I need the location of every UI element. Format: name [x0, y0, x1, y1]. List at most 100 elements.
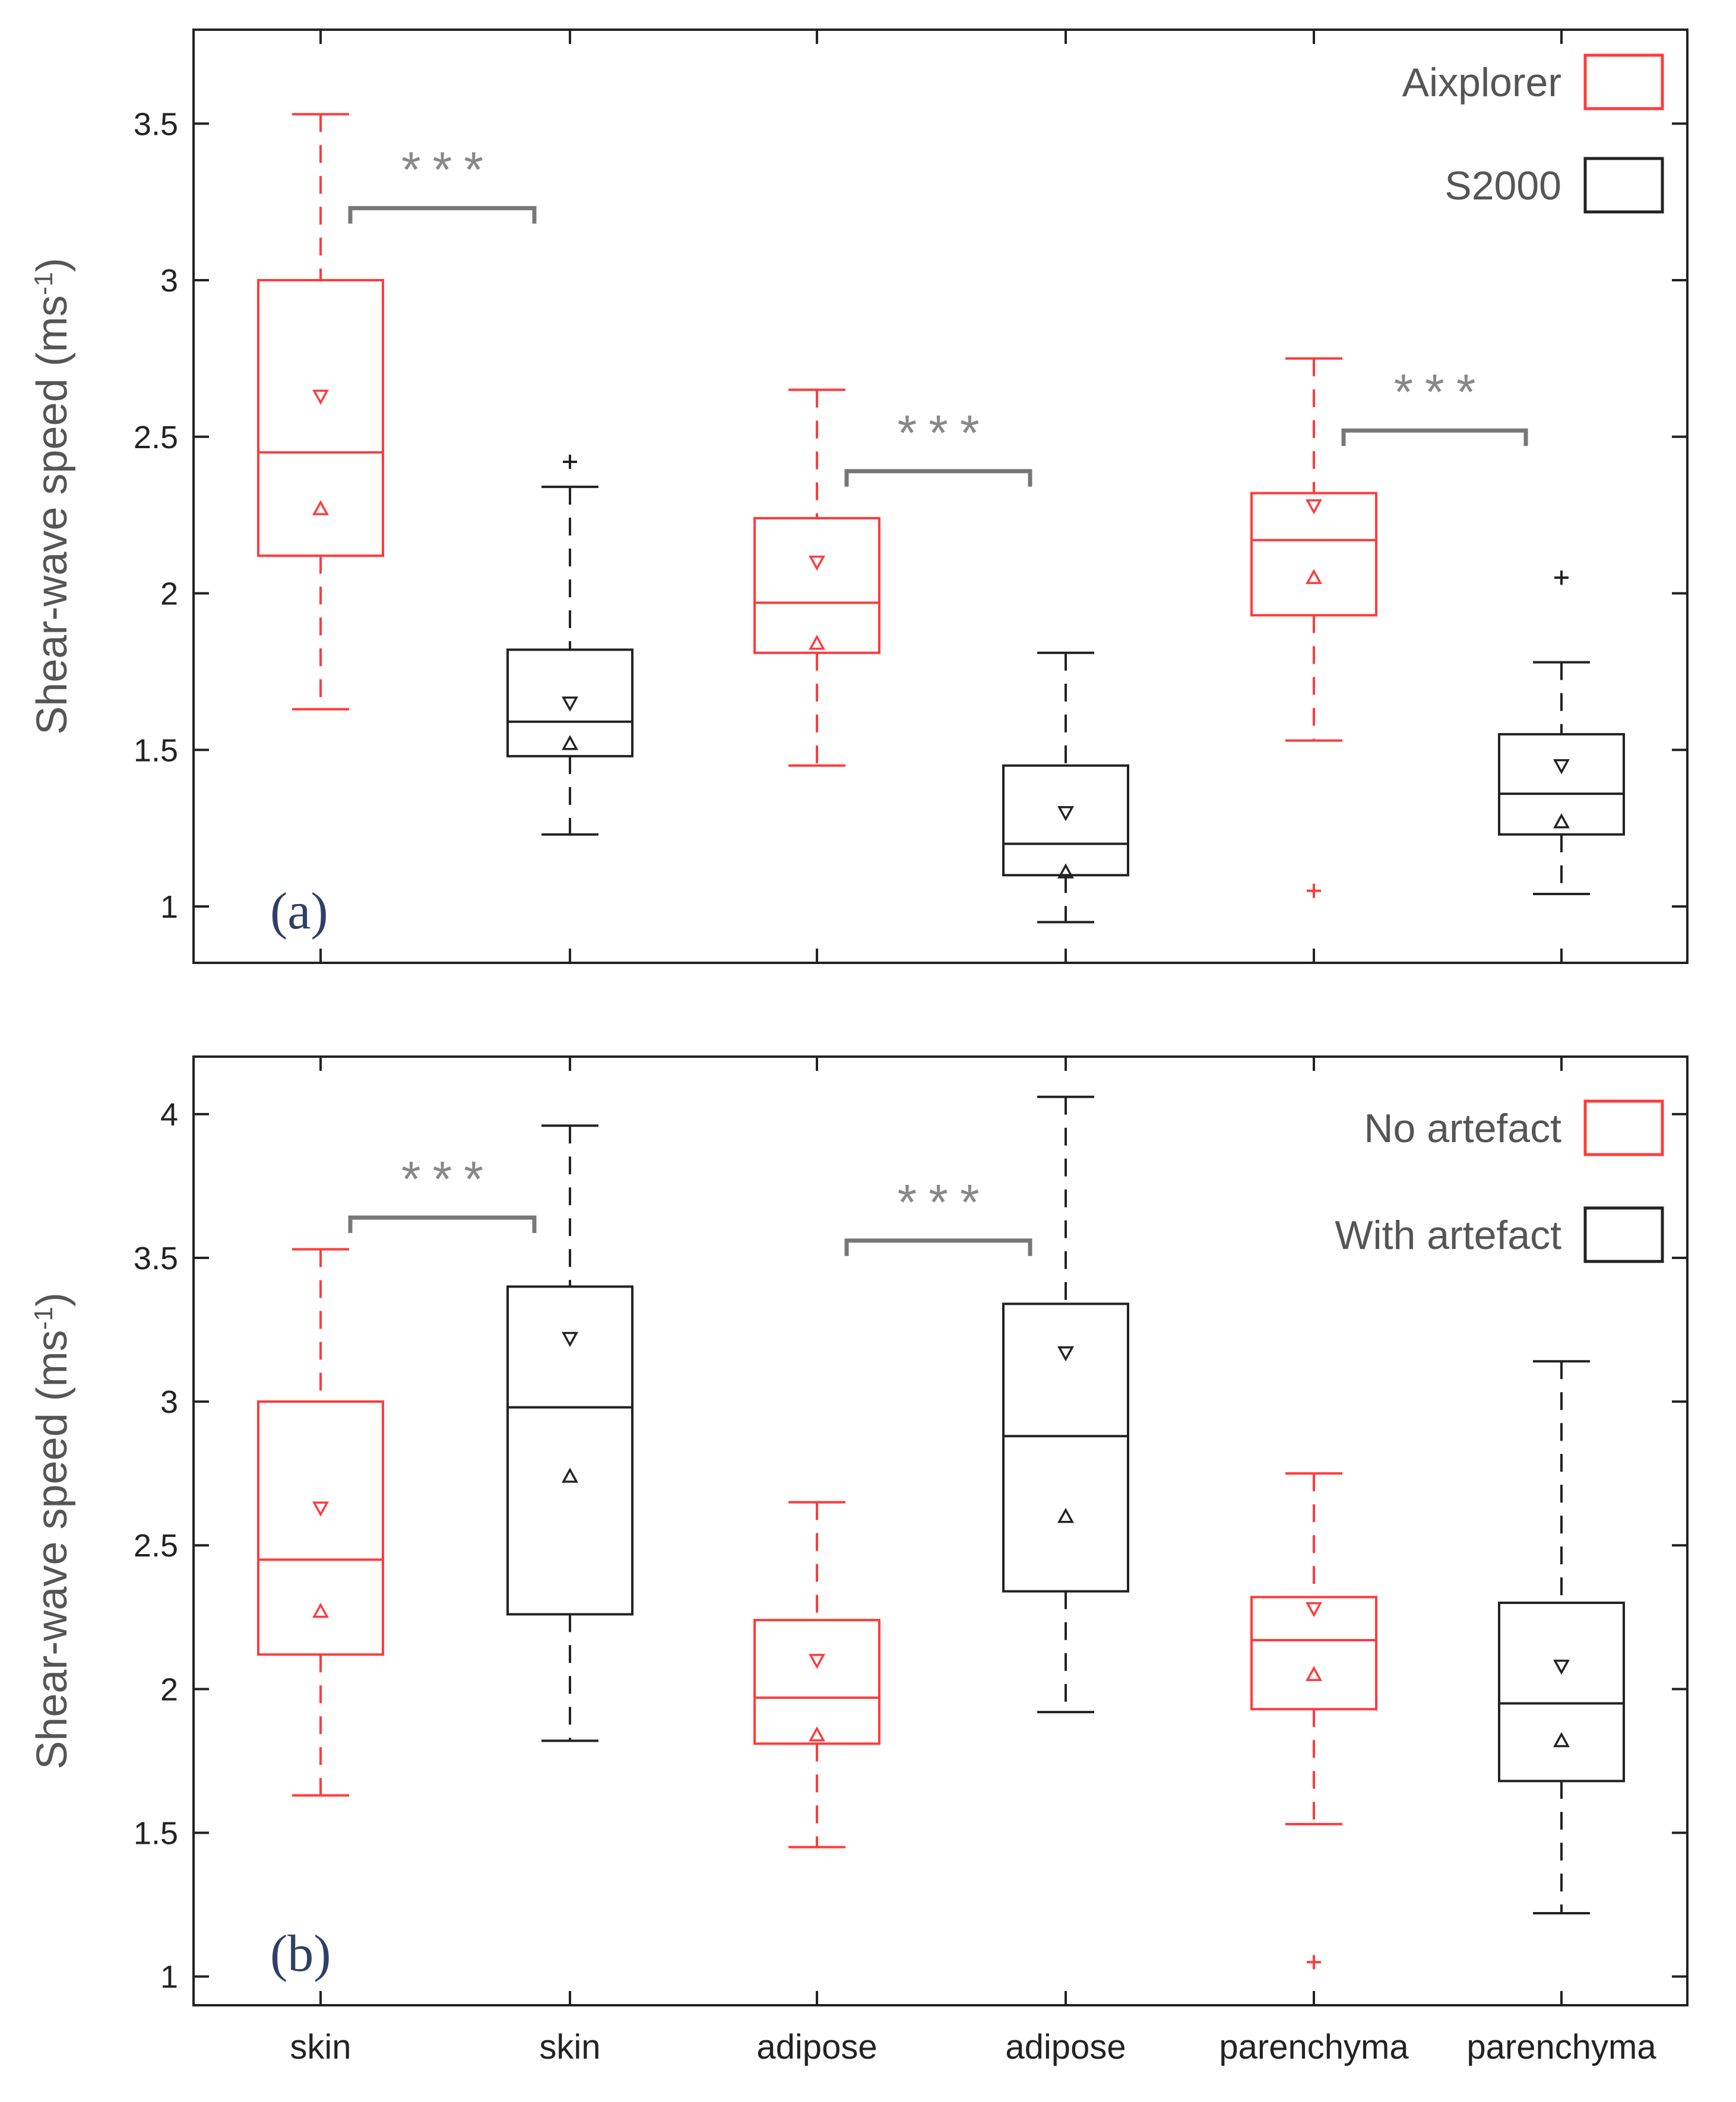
- marker-triangle-down: [312, 389, 329, 405]
- box-parenchyma-red: [1250, 1472, 1377, 1970]
- legend: Aixplorer S2000: [1402, 53, 1664, 214]
- significance-label: ***: [897, 1174, 991, 1230]
- panel-label: (a): [270, 883, 328, 940]
- marker-triangle-down: [1306, 499, 1322, 515]
- significance-bracket: ***: [348, 1151, 537, 1234]
- y-axis-title-close: ): [28, 258, 76, 272]
- y-tick-label: 1.5: [134, 733, 178, 768]
- panel-label: (b): [270, 1925, 331, 1983]
- outlier-marker: [563, 454, 577, 469]
- box-skin-black: [506, 454, 633, 836]
- y-tick-label: 1: [160, 1960, 178, 1995]
- outlier-marker: [1307, 883, 1321, 898]
- legend-swatch: [1583, 157, 1664, 214]
- marker-triangle-up: [1553, 813, 1570, 829]
- legend-label: S2000: [1444, 163, 1561, 208]
- marker-triangle-up: [1057, 863, 1074, 879]
- marker-triangle-down: [562, 696, 578, 712]
- iqr-box: [1250, 1596, 1377, 1711]
- box-parenchyma-black: [1498, 570, 1625, 895]
- bracket-line: [844, 469, 1032, 487]
- significance-bracket: ***: [844, 1174, 1032, 1256]
- significance-label: ***: [897, 405, 991, 461]
- y-axis-title-close: ): [28, 1292, 76, 1307]
- iqr-box: [1498, 733, 1625, 836]
- box-skin-red: [257, 113, 384, 711]
- y-axis-title-sup: -1: [29, 1307, 58, 1330]
- outlier-marker: [1554, 570, 1569, 585]
- iqr-box: [257, 1400, 384, 1656]
- legend-swatch: [1583, 1206, 1664, 1263]
- x-category-label: adipose: [756, 2028, 877, 2066]
- marker-triangle-up: [562, 1467, 578, 1483]
- y-tick-label: 3.5: [134, 1241, 178, 1276]
- legend-label: No artefact: [1364, 1106, 1561, 1151]
- marker-triangle-down: [809, 1654, 825, 1669]
- marker-triangle-up: [809, 1726, 825, 1742]
- bracket-line: [348, 1215, 537, 1234]
- marker-triangle-down: [809, 556, 825, 571]
- outlier-marker: [1307, 1955, 1321, 1970]
- x-category-label: skin: [290, 2028, 351, 2066]
- y-tick-label: 3: [160, 1384, 178, 1420]
- legend-swatch: [1583, 1099, 1664, 1156]
- marker-triangle-up: [1553, 1732, 1570, 1748]
- significance-bracket: ***: [348, 142, 537, 224]
- plot-frame: [192, 1055, 1689, 2006]
- y-tick-label: 3: [160, 263, 178, 299]
- marker-triangle-down: [1306, 1602, 1322, 1618]
- significance-bracket: ***: [844, 405, 1032, 487]
- legend-label: With artefact: [1335, 1213, 1561, 1258]
- bracket-line: [844, 1238, 1032, 1256]
- y-axis-title-main: Shear-wave speed (ms: [28, 295, 76, 734]
- x-category-label: skin: [539, 2028, 600, 2066]
- marker-triangle-down: [1057, 806, 1074, 822]
- box-adipose-red: [753, 388, 880, 767]
- iqr-box: [1002, 1302, 1129, 1593]
- y-tick-label: 2: [160, 576, 178, 612]
- significance-label: ***: [401, 1151, 495, 1207]
- y-axis-title: Shear-wave speed (ms-1): [28, 1292, 76, 1769]
- y-axis-title: Shear-wave speed (ms-1): [28, 258, 76, 734]
- iqr-box: [753, 516, 880, 654]
- iqr-box: [1498, 1602, 1625, 1783]
- legend-swatch: [1583, 53, 1664, 110]
- box-skin-black: [506, 1124, 633, 1742]
- bracket-line: [1341, 428, 1528, 446]
- marker-triangle-down: [1057, 1346, 1074, 1362]
- iqr-box: [1002, 764, 1129, 877]
- legend: No artefact With artefact: [1335, 1099, 1664, 1263]
- significance-bracket: ***: [1341, 364, 1528, 446]
- x-category-label: adipose: [1005, 2028, 1126, 2066]
- y-axis-title-main: Shear-wave speed (ms: [28, 1330, 76, 1769]
- box-adipose-black: [1002, 651, 1129, 924]
- box-parenchyma-red: [1250, 357, 1377, 898]
- x-category-label: parenchyma: [1466, 2028, 1656, 2066]
- box-adipose-black: [1002, 1095, 1129, 1714]
- y-tick-label: 2.5: [134, 420, 178, 455]
- marker-triangle-down: [312, 1501, 329, 1517]
- y-tick-label: 3.5: [134, 106, 178, 142]
- iqr-box: [753, 1619, 880, 1745]
- legend-label: Aixplorer: [1402, 60, 1561, 105]
- significance-label: ***: [1393, 364, 1487, 420]
- y-tick-label: 2: [160, 1672, 178, 1707]
- marker-triangle-down: [1553, 759, 1570, 775]
- x-category-label: parenchyma: [1219, 2028, 1409, 2066]
- y-tick-label: 2.5: [134, 1528, 178, 1564]
- marker-triangle-up: [562, 735, 578, 750]
- iqr-box: [506, 648, 633, 757]
- marker-triangle-down: [1553, 1659, 1570, 1675]
- box-adipose-red: [753, 1501, 880, 1849]
- marker-triangle-up: [1306, 569, 1322, 584]
- plot-frame: [192, 28, 1689, 964]
- box-skin-red: [257, 1248, 384, 1797]
- marker-triangle-up: [1057, 1508, 1074, 1523]
- panel-b: 1 1.5 2 2.5 3 3.5 4 Shear-wave speed (ms-1) *** *…: [28, 1055, 1689, 2006]
- iqr-box: [1250, 492, 1377, 617]
- iqr-box: [257, 279, 384, 557]
- bracket-line: [348, 206, 537, 224]
- marker-triangle-down: [562, 1331, 578, 1348]
- marker-triangle-up: [809, 635, 825, 650]
